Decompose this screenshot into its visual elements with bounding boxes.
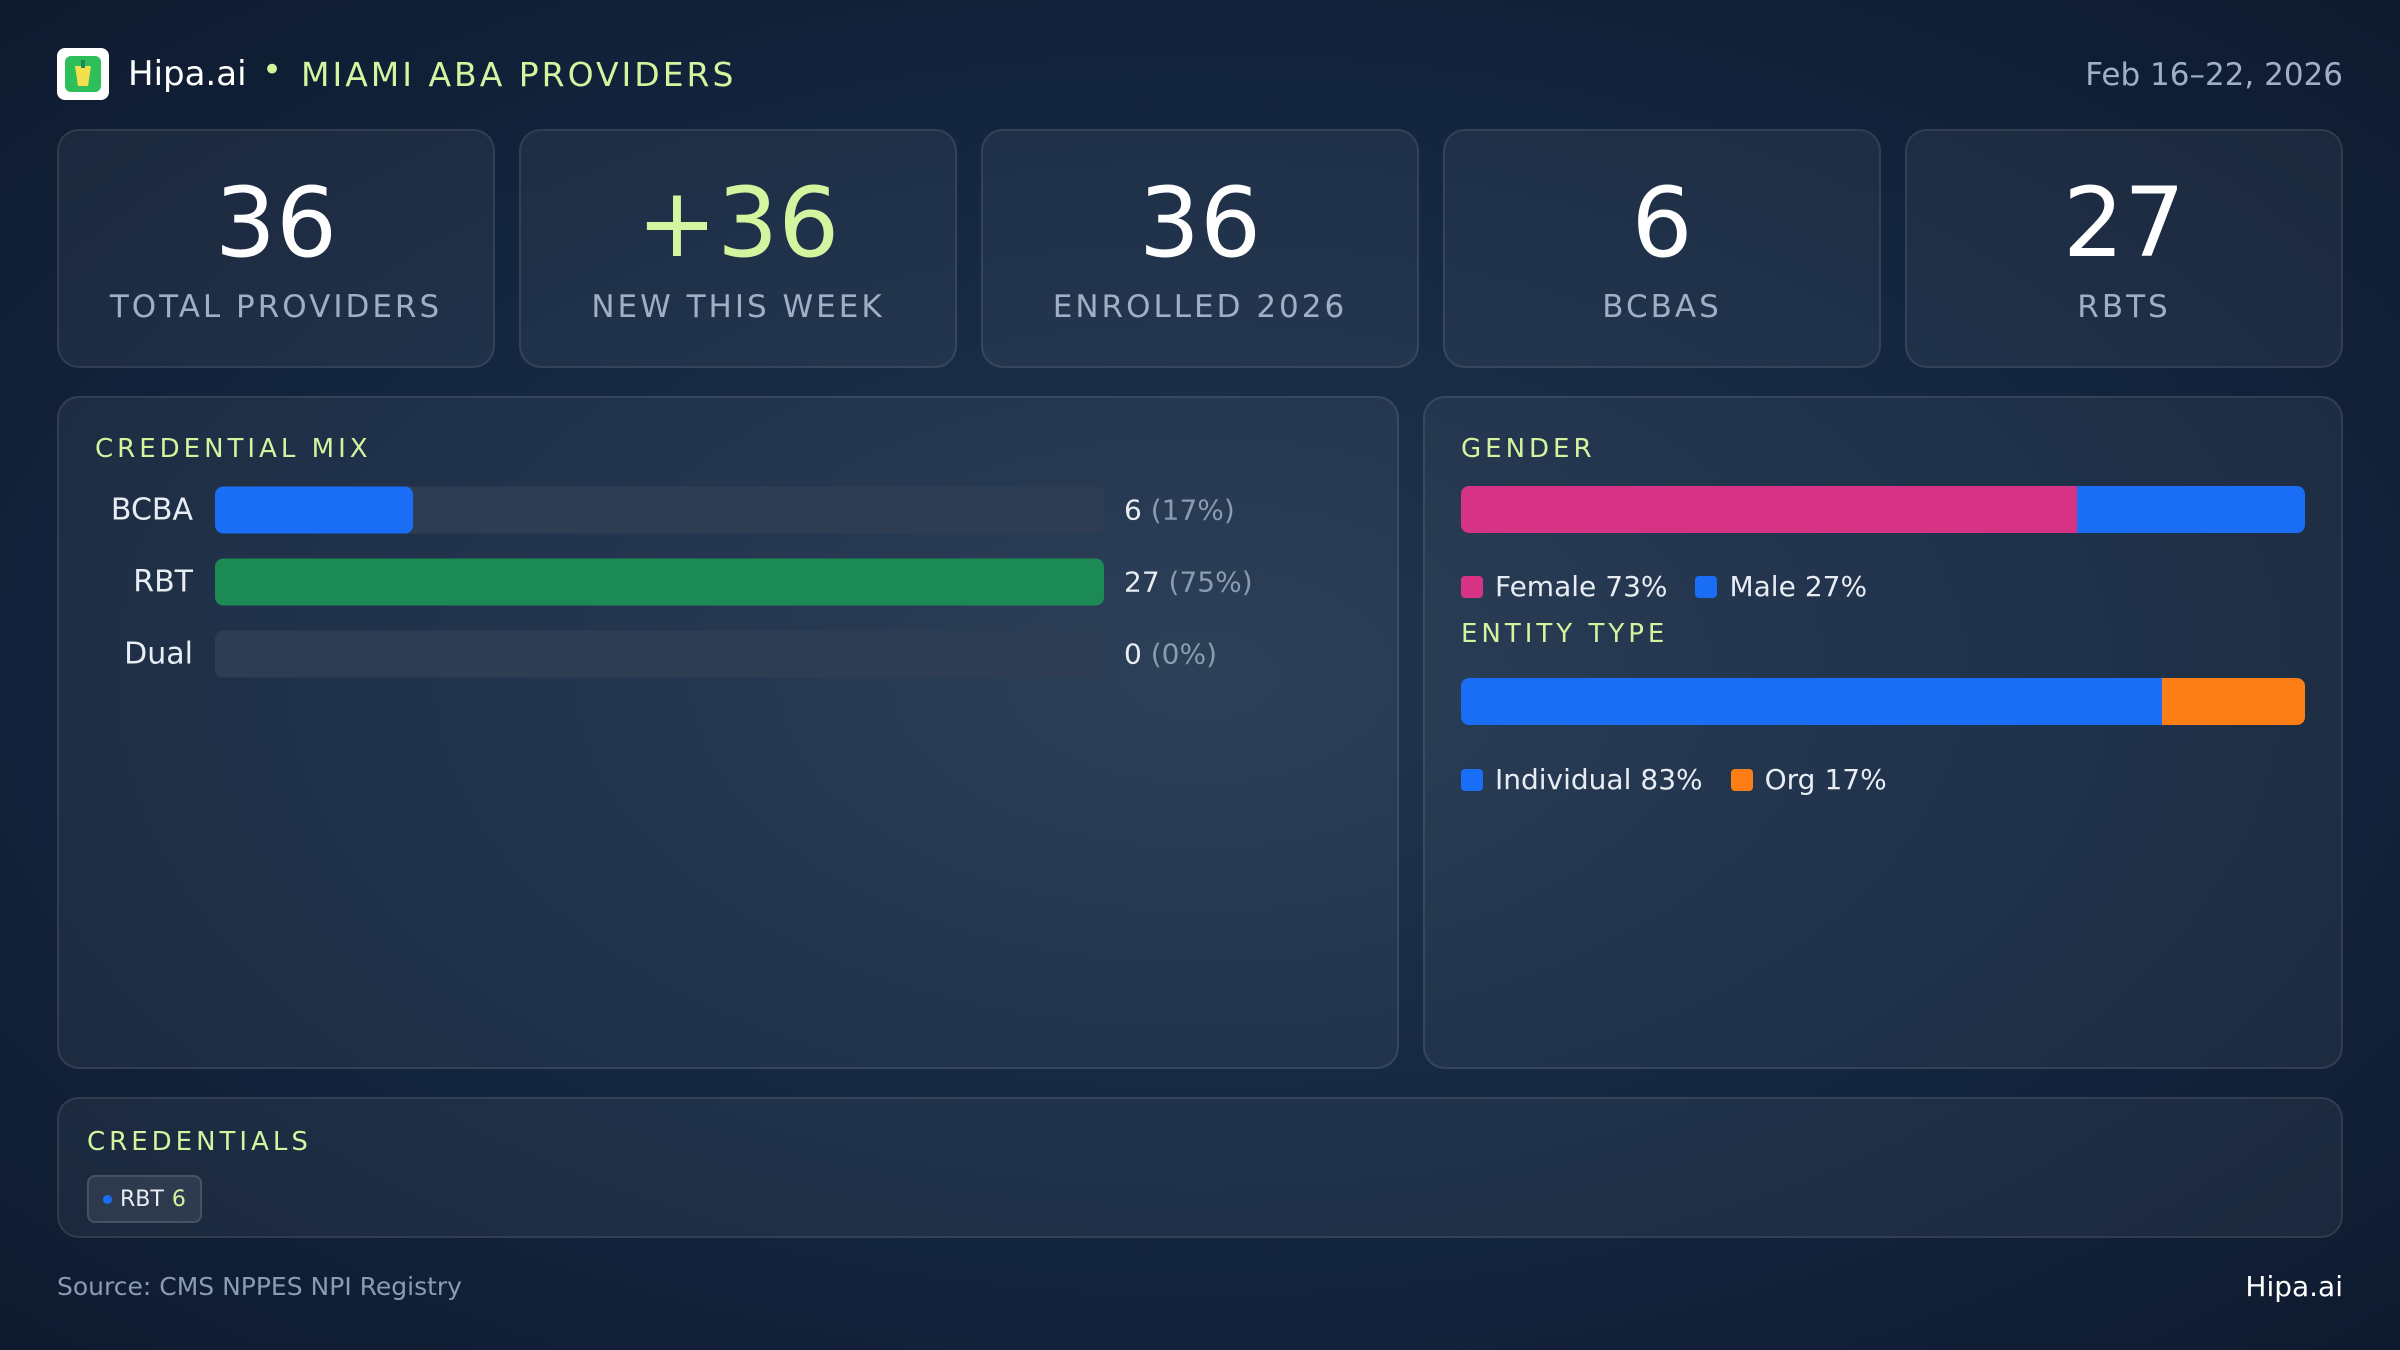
kpi-card: 36 ENROLLED 2026	[981, 129, 1419, 368]
bar-label: Dual	[124, 636, 193, 672]
chip-count: 6	[171, 1186, 186, 1212]
bar-label: RBT	[133, 564, 193, 600]
legend: Female 73% Male 27%	[1461, 570, 1867, 603]
bar	[215, 558, 1104, 606]
legend-swatch	[1730, 768, 1753, 791]
bar-segment	[2161, 678, 2305, 725]
source: Source: CMS NPPES NPI Registry	[57, 1272, 462, 1301]
bar-track	[215, 630, 1104, 678]
kpi-card: +36 NEW THIS WEEK	[519, 129, 957, 368]
kpi-value: +36	[636, 167, 840, 279]
separator: •	[262, 50, 283, 90]
legend-item: Male 27%	[1695, 570, 1867, 603]
legend-swatch	[1695, 575, 1718, 598]
value-count: 27	[1124, 565, 1160, 599]
legend-value: 17%	[1824, 763, 1887, 796]
bar-segment	[1461, 678, 2162, 725]
chip-label: RBT	[120, 1186, 164, 1212]
legend-text: Female 73%	[1495, 570, 1667, 603]
legend-swatch	[1461, 768, 1483, 791]
chip-dot	[103, 1194, 112, 1204]
kpi-card: 36 TOTAL PROVIDERS	[57, 129, 495, 368]
legend-text: Individual 83%	[1495, 763, 1703, 796]
panel-title: GENDER	[1461, 434, 1596, 464]
legend-item: Org 17%	[1730, 763, 1887, 796]
kpi-value: 36	[1138, 167, 1262, 279]
legend-value: 83%	[1640, 763, 1703, 796]
bar-value: 6 (17%)	[1124, 494, 1235, 527]
legend-name: Individual	[1495, 763, 1632, 796]
legend-name: Female	[1495, 570, 1597, 603]
credential-chip: RBT 6	[87, 1175, 202, 1223]
value-share: (17%)	[1150, 493, 1235, 527]
kpi-label: TOTAL PROVIDERS	[109, 289, 443, 325]
value-count: 6	[1124, 493, 1142, 527]
legend-value: 73%	[1605, 570, 1668, 603]
bar-segment	[1461, 486, 2078, 533]
panel-title: CREDENTIALS	[87, 1127, 312, 1157]
bar-value: 0 (0%)	[1124, 638, 1217, 671]
legend-name: Male	[1729, 570, 1796, 603]
kpi-card: 27 RBTS	[1905, 129, 2343, 368]
value-count: 0	[1124, 637, 1142, 671]
kpi-value: 27	[2062, 167, 2186, 279]
page-title: MIAMI ABA PROVIDERS	[301, 55, 737, 94]
panel-title: ENTITY TYPE	[1461, 619, 1669, 649]
kpi-value: 36	[214, 167, 338, 279]
bar-track	[215, 486, 1104, 534]
kpi-label: ENROLLED 2026	[1052, 289, 1348, 325]
kpi-label: BCBAS	[1602, 289, 1722, 325]
legend-value: 27%	[1804, 570, 1868, 603]
legend: Individual 83% Org 17%	[1461, 763, 1887, 796]
credential-mix-panel: CREDENTIAL MIX BCBA 6 (17%) RBT 27 (75%) Dua…	[57, 396, 1399, 1069]
kpi-label: RBTS	[2077, 289, 2171, 325]
legend-item: Female 73%	[1461, 570, 1667, 603]
bar-label: BCBA	[110, 492, 193, 528]
panel-title: CREDENTIAL MIX	[95, 434, 372, 464]
demographics-panel: GENDER ENTITY TYPE Female 73% Male 27% Indiv…	[1423, 396, 2343, 1069]
kpi-value: 6	[1631, 167, 1693, 279]
value-share: (0%)	[1150, 637, 1218, 671]
stacked-bar	[1461, 678, 2305, 725]
footer-brand: Hipa.ai	[2245, 1270, 2343, 1303]
logo	[57, 48, 109, 100]
bar-track	[215, 558, 1104, 606]
credentials-panel: CREDENTIALS RBT 6	[57, 1097, 2343, 1238]
stacked-bar	[1461, 486, 2305, 533]
date-range: Feb 16–22, 2026	[2085, 57, 2343, 93]
bar	[215, 486, 413, 534]
legend-swatch	[1461, 575, 1483, 598]
legend-text: Org 17%	[1765, 763, 1887, 796]
value-share: (75%)	[1168, 565, 1253, 599]
brand: Hipa.ai	[128, 54, 247, 94]
legend-text: Male 27%	[1729, 570, 1867, 603]
bar-segment	[2077, 486, 2305, 533]
kpi-card: 6 BCBAS	[1443, 129, 1881, 368]
kpi-label: NEW THIS WEEK	[591, 289, 885, 325]
bar-value: 27 (75%)	[1124, 566, 1253, 599]
legend-name: Org	[1764, 763, 1816, 796]
legend-item: Individual 83%	[1461, 763, 1703, 796]
